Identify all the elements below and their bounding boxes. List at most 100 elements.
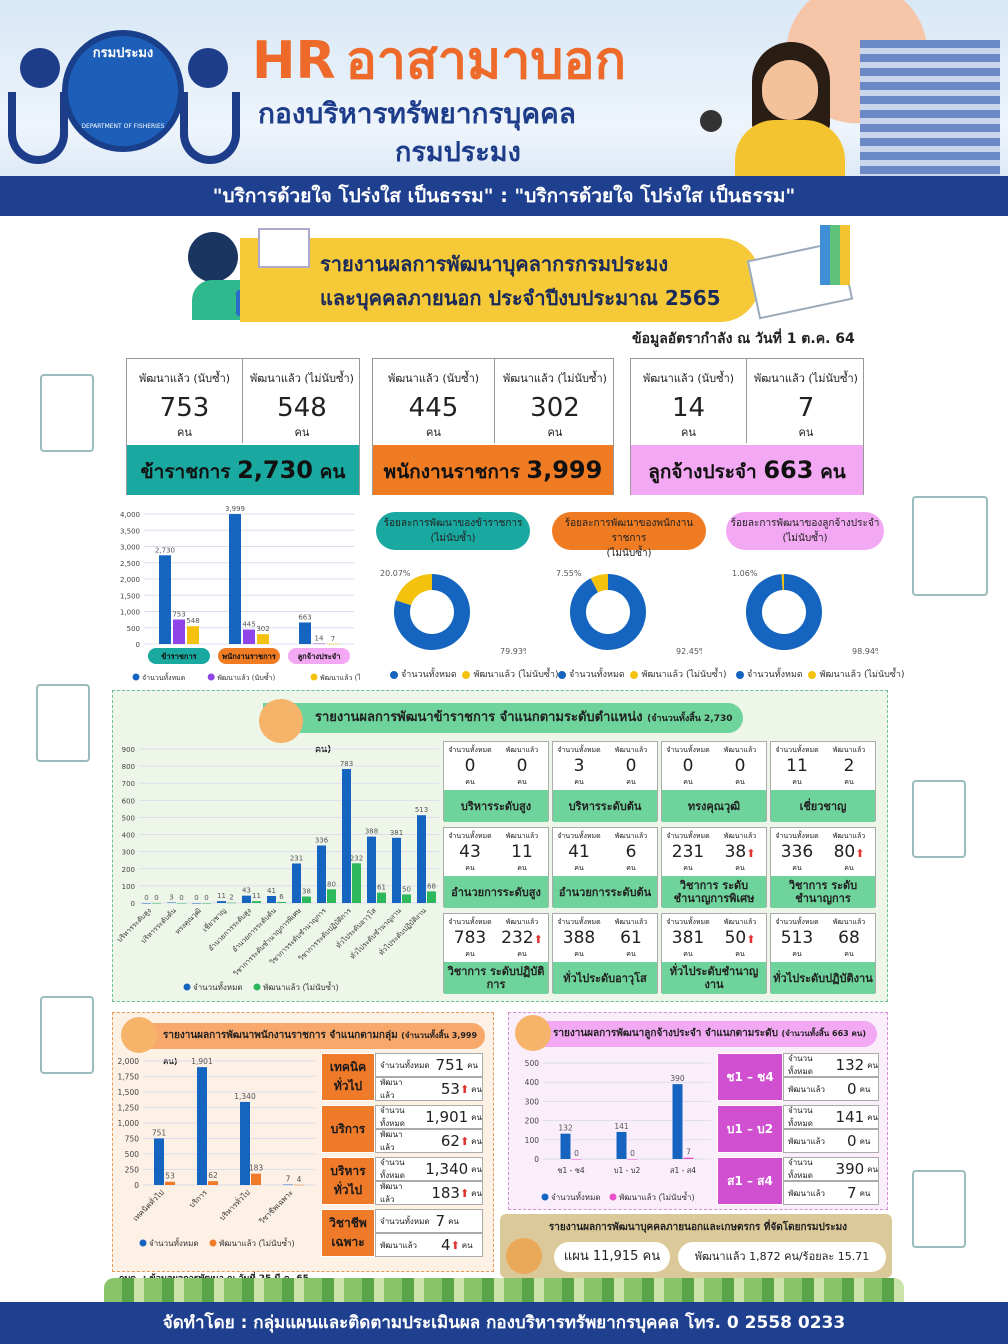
external-plan: แผน 11,915 คน — [554, 1242, 670, 1272]
bar-dev — [327, 643, 339, 645]
data-label: 68 — [427, 882, 436, 890]
bar-dev — [627, 1159, 638, 1160]
data-label: 753 — [172, 611, 185, 619]
card-level-label: วิชาการ ระดับชำนาญการ — [771, 876, 875, 908]
level-total-row: จำนวนทั้งหมด 132 คน — [783, 1053, 879, 1077]
y-tick-label: 400 — [525, 1078, 540, 1087]
level-card: จำนวนทั้งหมด พัฒนาแล้ว 513 68 คน คน ทั่ว… — [770, 913, 876, 994]
data-label: 50 — [402, 885, 411, 893]
card-dev-value: 50⬆ — [724, 928, 756, 948]
data-label: 663 — [298, 613, 311, 621]
card-dev-header: พัฒนาแล้ว — [832, 918, 866, 926]
bar-total — [367, 836, 376, 903]
data-label: 1,901 — [191, 1057, 213, 1066]
bar-total — [392, 837, 401, 903]
card-level-label: บริหารระดับสูง — [444, 790, 548, 822]
card-dev-value: 2 — [843, 756, 855, 776]
data-label: 390 — [670, 1074, 685, 1083]
y-tick-label: 1,500 — [120, 592, 140, 600]
card-level-label: ทรงคุณวุฒิ — [662, 790, 766, 822]
x-tick-label: อำนวยการระดับสูง — [207, 907, 253, 953]
y-tick-label: 500 — [122, 814, 135, 822]
donut-perm: 1.06% 98.94% — [732, 569, 878, 656]
legend-swatch — [541, 1193, 549, 1201]
donut-label-developed: 1.06% — [732, 569, 758, 578]
civil-by-level-section: รายงานผลการพัฒนาข้าราชการ จำแนกตามระดับต… — [112, 690, 888, 1002]
bar-total — [342, 769, 351, 903]
card-total-value: 381 — [671, 928, 705, 948]
level-card: จำนวนทั้งหมด พัฒนาแล้ว 3 0 คน คน บริหารร… — [552, 741, 658, 822]
data-label: 381 — [390, 829, 403, 837]
bar-total — [672, 1084, 683, 1159]
bar-dev — [187, 626, 199, 644]
perm-by-level-title: รายงานผลการพัฒนาลูกจ้างประจำ จำแนกตามระด… — [535, 1021, 877, 1047]
card-total-header: จำนวนทั้งหมด — [448, 832, 492, 840]
report-title-line2: และบุคคลภายนอก ประจำปีงบประมาณ 2565 — [320, 286, 721, 310]
group-label: วิชาชีพเฉพาะ — [321, 1209, 375, 1257]
legend-swatch — [253, 983, 261, 991]
bar-dev — [302, 896, 311, 903]
data-label: 0 — [144, 894, 148, 902]
summary-gov-emp: พัฒนาแล้ว (นับซ้ำ) 445 คน พัฒนาแล้ว (ไม่นั… — [372, 358, 614, 533]
perm-total: ลูกจ้างประจำ 663 คน — [631, 445, 863, 495]
data-label: 3,999 — [225, 505, 245, 513]
bar-total — [154, 1138, 164, 1185]
legend-swatch — [132, 673, 140, 681]
data-label: 0 — [574, 1149, 579, 1158]
card-unit: คน — [792, 864, 802, 872]
gov-emp-dev-nodup: พัฒนาแล้ว (ไม่นับซ้ำ) 302 คน — [503, 372, 607, 439]
data-label: 11 — [217, 892, 226, 900]
data-label: 141 — [614, 1122, 629, 1131]
y-tick-label: 200 — [122, 866, 135, 874]
banner-slogan: "บริการด้วยใจ โปร่งใส เป็นธรรม" : "บริกา… — [0, 176, 1008, 216]
bar-dev — [294, 1184, 304, 1186]
bar-dev — [427, 891, 436, 903]
card-total-value: 231 — [671, 842, 705, 862]
legend-label: พัฒนาแล้ว (ไม่นับซ้ำ) — [219, 1237, 295, 1248]
card-total-value: 3 — [573, 756, 585, 776]
bar-dev — [327, 889, 336, 903]
clipboard-icon — [36, 684, 90, 762]
building-image — [860, 40, 1000, 176]
card-total-header: จำนวนทั้งหมด — [666, 918, 710, 926]
card-dev-header: พัฒนาแล้ว — [505, 918, 539, 926]
bar-dev — [313, 643, 325, 645]
level-card: จำนวนทั้งหมด พัฒนาแล้ว 43 11 คน คน อำนวย… — [443, 827, 549, 908]
card-dev-header: พัฒนาแล้ว — [614, 918, 648, 926]
bar-dev — [402, 894, 411, 903]
card-unit: คน — [574, 778, 584, 786]
bar-dev — [152, 903, 161, 904]
data-label: 43 — [242, 887, 251, 895]
card-dev-value: 0 — [625, 756, 637, 776]
card-unit: คน — [735, 864, 745, 872]
x-tick-label: วิชาชีพเฉพาะ — [257, 1188, 295, 1226]
clipboard-icon — [912, 496, 988, 596]
legend-label: จำนวนทั้งหมด — [193, 981, 243, 992]
card-level-label: เชี่ยวชาญ — [771, 790, 875, 822]
legend-swatch — [310, 673, 318, 681]
card-unit: คน — [735, 950, 745, 958]
card-total-value: 11 — [786, 756, 808, 776]
gov-emp-by-group-section: รายงานผลการพัฒนาพนักงานราชการ จำแนกตามกล… — [112, 1012, 494, 1284]
x-tick-label: บริการ — [187, 1188, 209, 1210]
card-level-label: อำนวยการระดับต้น — [553, 876, 657, 908]
presenter-body — [735, 120, 845, 176]
legend-label: พัฒนาแล้ว (ไม่นับซ้ำ) — [263, 981, 339, 992]
x-tick-label: อำนวยการระดับต้น — [231, 907, 278, 954]
y-tick-label: 750 — [125, 1135, 140, 1144]
data-label: 38 — [302, 887, 311, 895]
y-tick-label: 1,750 — [118, 1073, 140, 1082]
level-dev-row: พัฒนาแล้ว 0 คน — [783, 1129, 879, 1153]
perm-dev-nodup: พัฒนาแล้ว (ไม่นับซ้ำ) 7 คน — [754, 372, 858, 439]
y-tick-label: 600 — [122, 797, 135, 805]
data-label: 61 — [377, 884, 386, 892]
y-tick-label: 800 — [122, 763, 135, 771]
group-dev-row: พัฒนาแล้ว 4 ⬆ คน — [375, 1233, 483, 1257]
card-unit: คน — [517, 864, 527, 872]
presenter-face — [762, 60, 818, 120]
bar-dev — [227, 902, 236, 904]
data-as-of: ข้อมูลอัตรากำลัง ณ วันที่ 1 ต.ค. 64 — [632, 331, 855, 347]
level-card: จำนวนทั้งหมด พัฒนาแล้ว 231 38⬆ คน คน วิช… — [661, 827, 767, 908]
microphone-icon — [700, 110, 722, 132]
